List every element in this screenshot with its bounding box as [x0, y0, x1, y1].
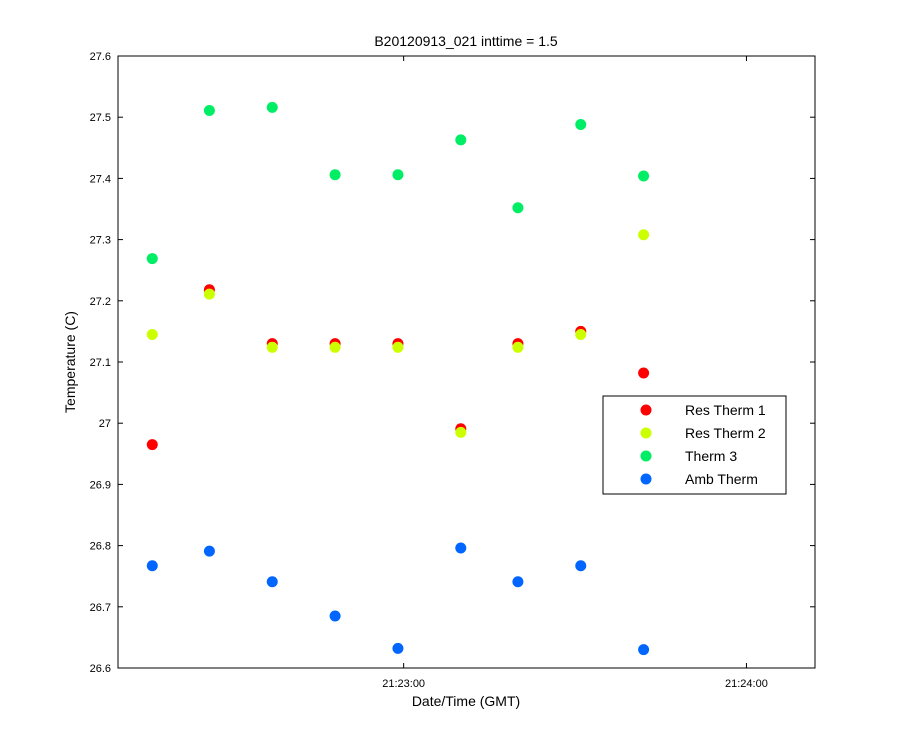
- data-point-amb-therm: [329, 610, 341, 622]
- data-point-amb-therm: [512, 576, 524, 588]
- y-tick-label: 27.3: [90, 235, 111, 247]
- y-tick-label: 27.1: [90, 357, 111, 369]
- data-point-therm-3: [575, 119, 587, 131]
- data-point-res-therm-2: [203, 288, 215, 300]
- y-tick-label: 26.9: [90, 479, 111, 491]
- y-tick-label: 27: [99, 418, 111, 430]
- data-markers: [146, 101, 650, 656]
- legend-marker: [640, 450, 652, 462]
- legend-marker: [640, 427, 652, 439]
- y-tick-label: 26.6: [90, 663, 111, 675]
- legend-label: Therm 3: [685, 448, 737, 464]
- y-tick-label: 26.8: [90, 541, 111, 553]
- data-point-res-therm-2: [146, 328, 158, 340]
- data-point-amb-therm: [392, 642, 404, 654]
- y-tick-label: 27.2: [90, 296, 111, 308]
- legend: Res Therm 1 Res Therm 2 Therm 3 Amb Therm: [602, 395, 787, 495]
- legend-marker: [640, 473, 652, 485]
- data-point-res-therm-1: [638, 367, 650, 379]
- x-axis-label: Date/Time (GMT): [412, 693, 520, 709]
- data-point-res-therm-2: [638, 229, 650, 241]
- data-point-res-therm-2: [329, 341, 341, 353]
- data-point-amb-therm: [266, 576, 278, 588]
- data-point-therm-3: [203, 104, 215, 116]
- data-point-res-therm-2: [455, 426, 467, 438]
- data-point-amb-therm: [575, 560, 587, 572]
- data-point-therm-3: [455, 134, 467, 146]
- data-point-res-therm-1: [146, 439, 158, 451]
- legend-label: Res Therm 2: [685, 425, 766, 441]
- data-point-therm-3: [512, 202, 524, 214]
- data-point-therm-3: [392, 169, 404, 181]
- y-axis-label: Temperature (C): [62, 311, 78, 413]
- y-tick-label: 27.6: [90, 51, 111, 63]
- plot-area: [117, 55, 816, 669]
- y-tick-label: 27.4: [90, 173, 111, 185]
- data-point-therm-3: [266, 101, 278, 113]
- data-point-amb-therm: [203, 545, 215, 557]
- legend-label: Res Therm 1: [685, 402, 766, 418]
- x-tick-label: 21:24:00: [725, 678, 768, 690]
- data-point-therm-3: [146, 253, 158, 265]
- data-point-therm-3: [329, 169, 341, 181]
- chart-title: B20120913_021 inttime = 1.5: [374, 33, 558, 49]
- data-point-res-therm-2: [392, 341, 404, 353]
- data-point-amb-therm: [146, 560, 158, 572]
- data-point-res-therm-2: [575, 328, 587, 340]
- data-point-therm-3: [638, 170, 650, 182]
- data-point-amb-therm: [455, 542, 467, 554]
- y-axis: 26.6 26.7 26.8 26.9 27 27.1 27.2 27.3 27.4 27.5 27…: [90, 51, 815, 675]
- legend-marker: [640, 404, 652, 416]
- data-point-amb-therm: [638, 644, 650, 656]
- y-tick-label: 27.5: [90, 112, 111, 124]
- x-axis: 21:23:00 21:24:00: [382, 56, 768, 690]
- data-point-res-therm-2: [266, 341, 278, 353]
- y-tick-label: 26.7: [90, 602, 111, 614]
- x-tick-label: 21:23:00: [382, 678, 425, 690]
- legend-label: Amb Therm: [685, 471, 758, 487]
- data-point-res-therm-2: [512, 341, 524, 353]
- legend-box: [602, 395, 787, 495]
